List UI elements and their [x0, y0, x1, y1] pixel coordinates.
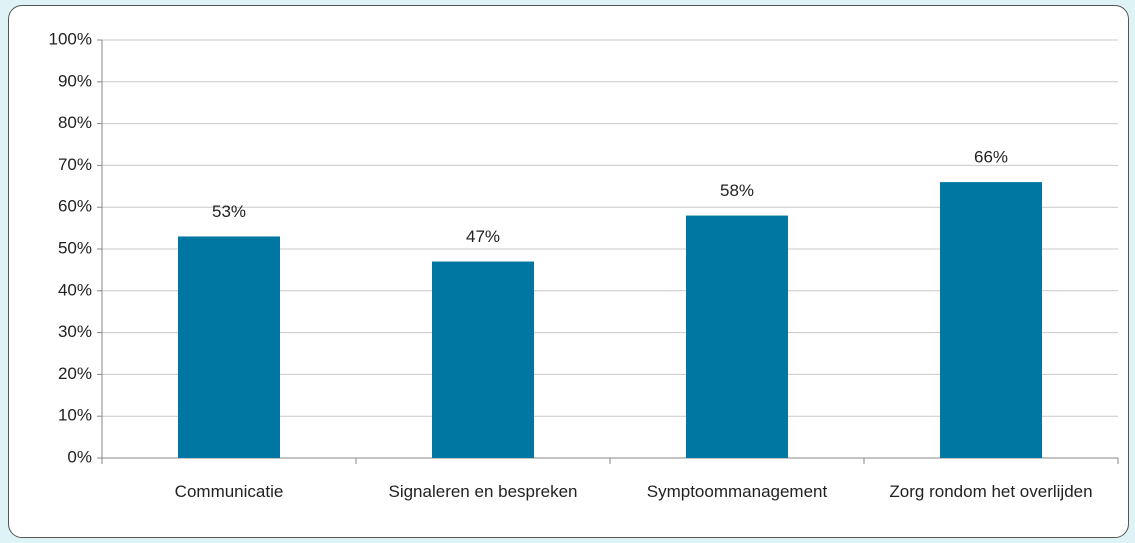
y-tick-label: 60% — [58, 197, 92, 216]
x-tick-label: Zorg rondom het overlijden — [889, 482, 1093, 501]
y-tick-label: 40% — [58, 280, 92, 299]
x-tick-label: Symptoommanagement — [646, 482, 828, 501]
data-label: 58% — [720, 181, 754, 200]
y-tick-label: 50% — [58, 238, 92, 257]
y-tick-label: 70% — [58, 155, 92, 174]
bar — [178, 236, 280, 458]
y-tick-label: 10% — [58, 406, 92, 425]
bar — [940, 182, 1042, 458]
x-tick-label: Signaleren en bespreken — [388, 482, 578, 501]
y-tick-label: 30% — [58, 322, 92, 341]
y-tick-label: 0% — [67, 447, 92, 466]
data-label: 53% — [212, 202, 246, 221]
y-tick-label: 90% — [58, 71, 92, 90]
data-label: 47% — [466, 227, 500, 246]
y-tick-label: 20% — [58, 364, 92, 383]
x-tick-label: Communicatie — [174, 482, 284, 501]
y-tick-label: 80% — [58, 113, 92, 132]
data-label: 66% — [974, 148, 1008, 167]
bar — [432, 261, 534, 458]
y-tick-label: 100% — [49, 29, 92, 48]
bar — [686, 215, 788, 458]
